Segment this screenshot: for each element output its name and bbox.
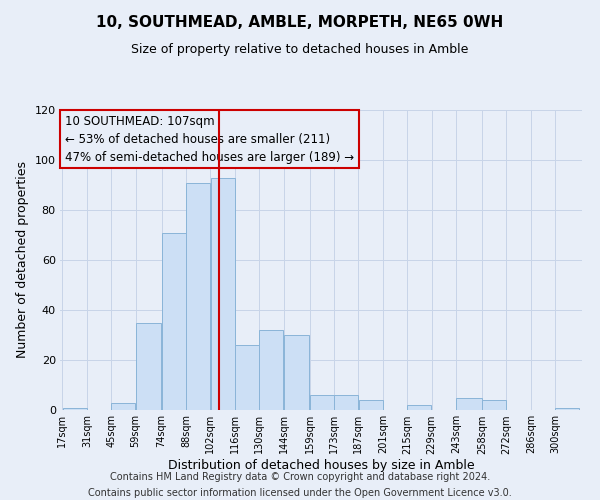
Bar (211, 178, 235, 410)
Text: 10, SOUTHMEAD, AMBLE, MORPETH, NE65 0WH: 10, SOUTHMEAD, AMBLE, MORPETH, NE65 0WH (97, 15, 503, 30)
Bar (310, 395, 334, 410)
Bar (187, 182, 210, 410)
Bar (235, 345, 259, 410)
Bar (112, 402, 136, 410)
Bar (162, 232, 186, 410)
Text: 10 SOUTHMEAD: 107sqm
← 53% of detached houses are smaller (211)
47% of semi-deta: 10 SOUTHMEAD: 107sqm ← 53% of detached h… (65, 114, 355, 164)
Bar (259, 330, 283, 410)
Y-axis label: Number of detached properties: Number of detached properties (16, 162, 29, 358)
Bar (136, 322, 161, 410)
Bar (407, 405, 431, 410)
Bar (456, 398, 482, 410)
Bar (359, 400, 383, 410)
Bar (284, 335, 310, 410)
Text: Contains HM Land Registry data © Crown copyright and database right 2024.: Contains HM Land Registry data © Crown c… (110, 472, 490, 482)
X-axis label: Distribution of detached houses by size in Amble: Distribution of detached houses by size … (167, 459, 475, 472)
Bar (334, 395, 358, 410)
Text: Contains public sector information licensed under the Open Government Licence v3: Contains public sector information licen… (88, 488, 512, 498)
Bar (62, 408, 86, 410)
Bar (482, 400, 506, 410)
Text: Size of property relative to detached houses in Amble: Size of property relative to detached ho… (131, 42, 469, 56)
Bar (556, 408, 580, 410)
